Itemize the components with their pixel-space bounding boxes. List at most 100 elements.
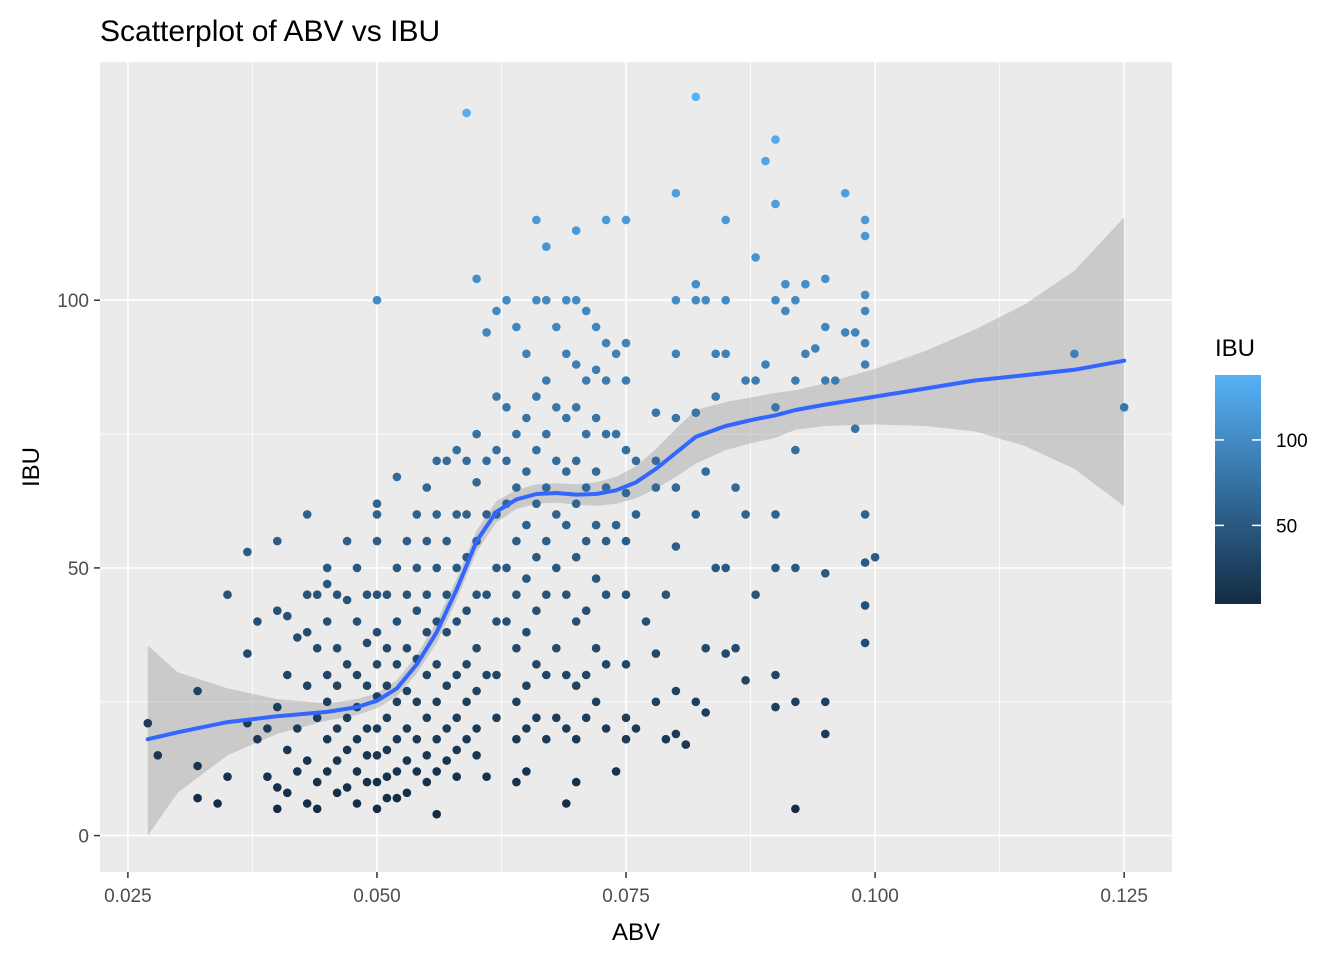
data-point xyxy=(512,643,521,653)
data-point xyxy=(352,563,362,573)
data-point xyxy=(283,670,292,680)
data-point xyxy=(532,660,541,669)
plot-panel xyxy=(100,62,1172,872)
data-point xyxy=(571,226,581,235)
data-point xyxy=(452,510,462,519)
data-point xyxy=(462,456,471,466)
data-point xyxy=(372,804,382,814)
data-point xyxy=(342,713,352,723)
data-point xyxy=(432,809,442,819)
y-axis: 0 50 100 xyxy=(57,291,100,848)
data-point xyxy=(342,660,352,669)
data-point xyxy=(870,552,880,562)
data-point xyxy=(452,445,462,455)
data-point xyxy=(412,767,422,776)
data-point xyxy=(611,349,621,359)
data-point xyxy=(362,751,372,760)
data-point xyxy=(671,413,681,423)
data-point xyxy=(691,697,701,707)
data-point xyxy=(601,338,611,348)
data-point xyxy=(821,697,830,707)
x-tick-label: 0.125 xyxy=(1100,886,1148,907)
data-point xyxy=(532,499,541,509)
data-point xyxy=(512,429,521,439)
data-point xyxy=(542,483,551,492)
data-point xyxy=(601,660,611,669)
data-point xyxy=(671,686,681,696)
data-point xyxy=(522,413,531,423)
data-point xyxy=(422,713,432,723)
data-point xyxy=(482,328,491,337)
data-point xyxy=(283,611,292,621)
data-point xyxy=(312,777,322,787)
legend-title: IBU xyxy=(1215,335,1255,362)
data-point xyxy=(791,804,800,814)
data-point xyxy=(243,547,252,557)
data-point xyxy=(860,558,870,567)
data-point xyxy=(811,344,820,353)
data-point xyxy=(452,713,462,723)
data-point xyxy=(701,467,710,476)
data-point xyxy=(392,793,402,803)
y-axis-title: IBU xyxy=(18,447,45,487)
data-point xyxy=(860,338,870,348)
data-point xyxy=(502,456,511,466)
y-tick-label: 50 xyxy=(68,559,89,580)
data-point xyxy=(821,569,830,578)
data-point xyxy=(741,676,750,685)
data-point xyxy=(591,574,601,583)
data-point xyxy=(591,520,601,530)
data-point xyxy=(860,290,870,300)
data-point xyxy=(472,643,481,653)
data-point xyxy=(213,799,222,808)
data-point xyxy=(771,510,780,519)
data-point xyxy=(362,638,372,648)
data-point xyxy=(492,306,501,316)
data-point xyxy=(223,772,232,781)
data-point xyxy=(831,376,840,385)
data-point xyxy=(542,242,551,251)
data-point xyxy=(302,681,312,690)
data-point xyxy=(532,215,541,225)
data-point xyxy=(302,799,312,808)
data-point xyxy=(293,633,302,642)
data-point xyxy=(322,579,332,589)
data-point xyxy=(641,617,651,626)
data-point xyxy=(771,135,780,144)
data-point xyxy=(860,231,870,241)
data-point xyxy=(442,590,452,599)
data-points xyxy=(143,92,1129,819)
data-point xyxy=(562,590,571,599)
data-point xyxy=(591,322,601,332)
data-point xyxy=(283,788,292,798)
data-point xyxy=(621,536,631,546)
data-point xyxy=(591,643,601,653)
data-point xyxy=(482,772,491,781)
data-point xyxy=(472,724,481,733)
data-point xyxy=(342,783,352,792)
colorbar xyxy=(1215,375,1261,604)
data-point xyxy=(701,708,710,717)
data-point xyxy=(562,724,571,733)
data-point xyxy=(492,670,501,680)
confidence-band-area xyxy=(147,217,1125,836)
data-point xyxy=(821,322,830,332)
data-point xyxy=(382,713,392,723)
data-point xyxy=(322,563,332,573)
data-point xyxy=(571,617,581,626)
data-point xyxy=(621,590,631,599)
data-point xyxy=(581,429,591,439)
y-tick-label: 0 xyxy=(78,827,89,848)
data-point xyxy=(472,590,481,599)
data-point xyxy=(552,713,561,723)
chart-title: Scatterplot of ABV vs IBU xyxy=(100,15,440,48)
data-point xyxy=(721,295,730,305)
data-point xyxy=(601,215,611,225)
data-point xyxy=(332,788,342,798)
data-point xyxy=(382,793,392,803)
data-point xyxy=(322,767,332,776)
data-point xyxy=(522,767,531,776)
data-point xyxy=(302,627,312,637)
data-point xyxy=(362,724,372,733)
data-point xyxy=(432,510,442,519)
